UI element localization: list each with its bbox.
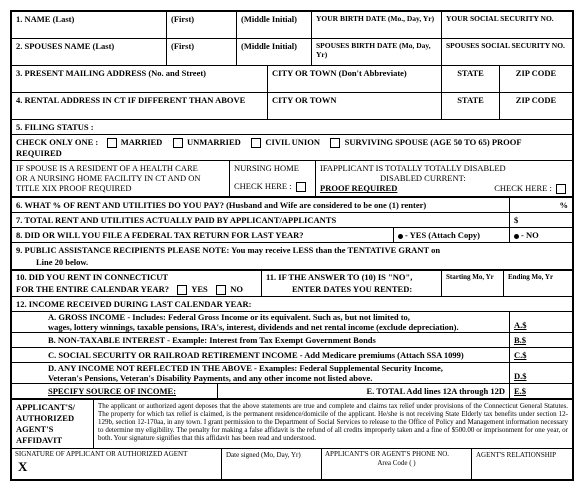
q11b: ENTER DATES YOU RENTED: [262, 283, 441, 295]
spouse-name-mi[interactable]: (Middle Initial) [237, 39, 312, 65]
state[interactable]: STATE [442, 66, 500, 92]
rental-city[interactable]: CITY OR TOWN [268, 93, 442, 119]
q9a: 9. PUBLIC ASSISTANCE RECIPIENTS PLEASE N… [12, 243, 572, 257]
q6-value[interactable]: % [510, 198, 572, 212]
q12d-value[interactable]: D.$ [510, 363, 572, 383]
filing-status-options: CHECK ONLY ONE : MARRIED UNMARRIED CIVIL… [12, 135, 572, 160]
end-date[interactable]: Ending Mo, Yr [504, 271, 572, 296]
unmarried-label: UNMARRIED [187, 137, 241, 147]
spouse-birth[interactable]: SPOUSES BIRTH DATE (Mo, Day, Yr) [312, 39, 442, 65]
name-first[interactable]: (First) [167, 12, 237, 38]
q8-yes[interactable]: - YES (Attach Copy) [394, 228, 510, 242]
q12a-value[interactable]: A.$ [510, 312, 572, 332]
civil-union-checkbox[interactable] [251, 138, 261, 148]
city[interactable]: CITY OR TOWN (Don't Abbreviate) [268, 66, 442, 92]
check-one-label: CHECK ONLY ONE : [16, 137, 98, 147]
affidavit-text: The applicant or authorized agent depose… [94, 400, 572, 448]
q12e-total: E. TOTAL Add lines 12A through 12D [218, 384, 510, 398]
zip[interactable]: ZIP CODE [500, 66, 572, 92]
birth-date[interactable]: YOUR BIRTH DATE (Mo., Day, Yr) [312, 12, 442, 38]
nursing-checkbox[interactable] [296, 182, 306, 192]
unmarried-checkbox[interactable] [173, 138, 183, 148]
date-signed[interactable]: Date signed (Mo, Day, Yr) [222, 449, 322, 479]
q7: 7. TOTAL RENT AND UTILITIES ACTUALLY PAI… [12, 213, 510, 227]
disabled-text3: PROOF REQUIRED CHECK HERE : [320, 183, 568, 193]
rental-state[interactable]: STATE [442, 93, 500, 119]
disabled-text1: IFAPPLICANT IS TOTALLY TOTALLY DISABLED [320, 163, 568, 173]
married-checkbox[interactable] [107, 138, 117, 148]
disabled-checkbox[interactable] [556, 184, 566, 194]
q8-no[interactable]: - NO [510, 228, 572, 242]
name-last[interactable]: 1. NAME (Last) [12, 12, 167, 38]
nursing-check-label: CHECK HERE : [234, 181, 311, 192]
q12a1: A. GROSS INCOME - Includes: Federal Gros… [12, 312, 509, 322]
tax-relief-form: 1. NAME (Last) (First) (Middle Initial) … [10, 10, 574, 481]
q12d2: Veteran's Pensions, Veteran's Disability… [12, 373, 509, 383]
name-mi[interactable]: (Middle Initial) [237, 12, 312, 38]
phone-area[interactable]: Area Code ( ) [322, 459, 471, 467]
spouse-name-last[interactable]: 2. SPOUSES NAME (Last) [12, 39, 167, 65]
q12c: C. SOCIAL SECURITY OR RAILROAD RETIREMEN… [12, 348, 510, 362]
no-checkbox[interactable] [216, 285, 226, 295]
q10a: 10. DID YOU RENT IN CONNECTICUT [12, 271, 261, 283]
surviving-spouse-checkbox[interactable] [330, 138, 340, 148]
yes-checkbox[interactable] [177, 285, 187, 295]
q12d1: D. ANY INCOME NOT REFLECTED IN THE ABOVE… [12, 363, 509, 373]
rental-address[interactable]: 4. RENTAL ADDRESS IN CT IF DIFFERENT THA… [12, 93, 268, 119]
nursing-home-label: NURSING HOME [234, 163, 311, 173]
phone-label: APPLICANT'S OR AGENT'S PHONE NO. [322, 449, 471, 459]
q9b: Line 20 below. [12, 257, 572, 269]
q12e-value[interactable]: E.$ [510, 384, 572, 398]
ssn[interactable]: YOUR SOCIAL SECURITY NO. [442, 12, 572, 38]
q8: 8. DID OR WILL YOU FILE A FEDERAL TAX RE… [12, 228, 394, 242]
q6: 6. WHAT % OF RENT AND UTILITIES DO YOU P… [12, 198, 510, 212]
q12: 12. INCOME RECEIVED DURING LAST CALENDAR… [12, 297, 572, 311]
filing-status-label: 5. FILING STATUS : [12, 120, 572, 134]
married-label: MARRIED [121, 137, 163, 147]
sig-x[interactable]: X [12, 459, 221, 475]
q12c-value[interactable]: C.$ [510, 348, 572, 362]
q12a2: wages, lottery winnings, taxable pension… [12, 322, 509, 332]
start-date[interactable]: Starting Mo, Yr [442, 271, 504, 296]
q12b: B. NON-TAXABLE INTEREST - Example: Inter… [12, 333, 510, 347]
civil-union-label: CIVIL UNION [265, 137, 320, 147]
spouse-name-first[interactable]: (First) [167, 39, 237, 65]
disabled-text2: DISABLED CURRENT: [320, 173, 568, 183]
sig-label: SIGNATURE OF APPLICANT OR AUTHORIZED AGE… [12, 449, 221, 459]
q12b-value[interactable]: B.$ [510, 333, 572, 347]
affidavit-heading: APPLICANT'S/ AUTHORIZED AGENT'S AFFIDAVI… [12, 400, 94, 448]
spouse-ssn[interactable]: SPOUSES SOCIAL SECURITY NO. [442, 39, 572, 65]
q10b: FOR THE ENTIRE CALENDAR YEAR? YES NO [12, 283, 261, 296]
rental-zip[interactable]: ZIP CODE [500, 93, 572, 119]
mailing-address[interactable]: 3. PRESENT MAILING ADDRESS (No. and Stre… [12, 66, 268, 92]
q7-value[interactable]: $ [510, 213, 572, 227]
spouse-nursing-text: IF SPOUSE IS A RESIDENT OF A HEALTH CARE… [12, 161, 230, 196]
q12e-src[interactable]: SPECIFY SOURCE OF INCOME: [12, 384, 218, 398]
relationship[interactable]: AGENT'S RELATIONSHIP [472, 449, 572, 479]
q11a: 11. IF THE ANSWER TO (10) IS "NO", [262, 271, 441, 283]
